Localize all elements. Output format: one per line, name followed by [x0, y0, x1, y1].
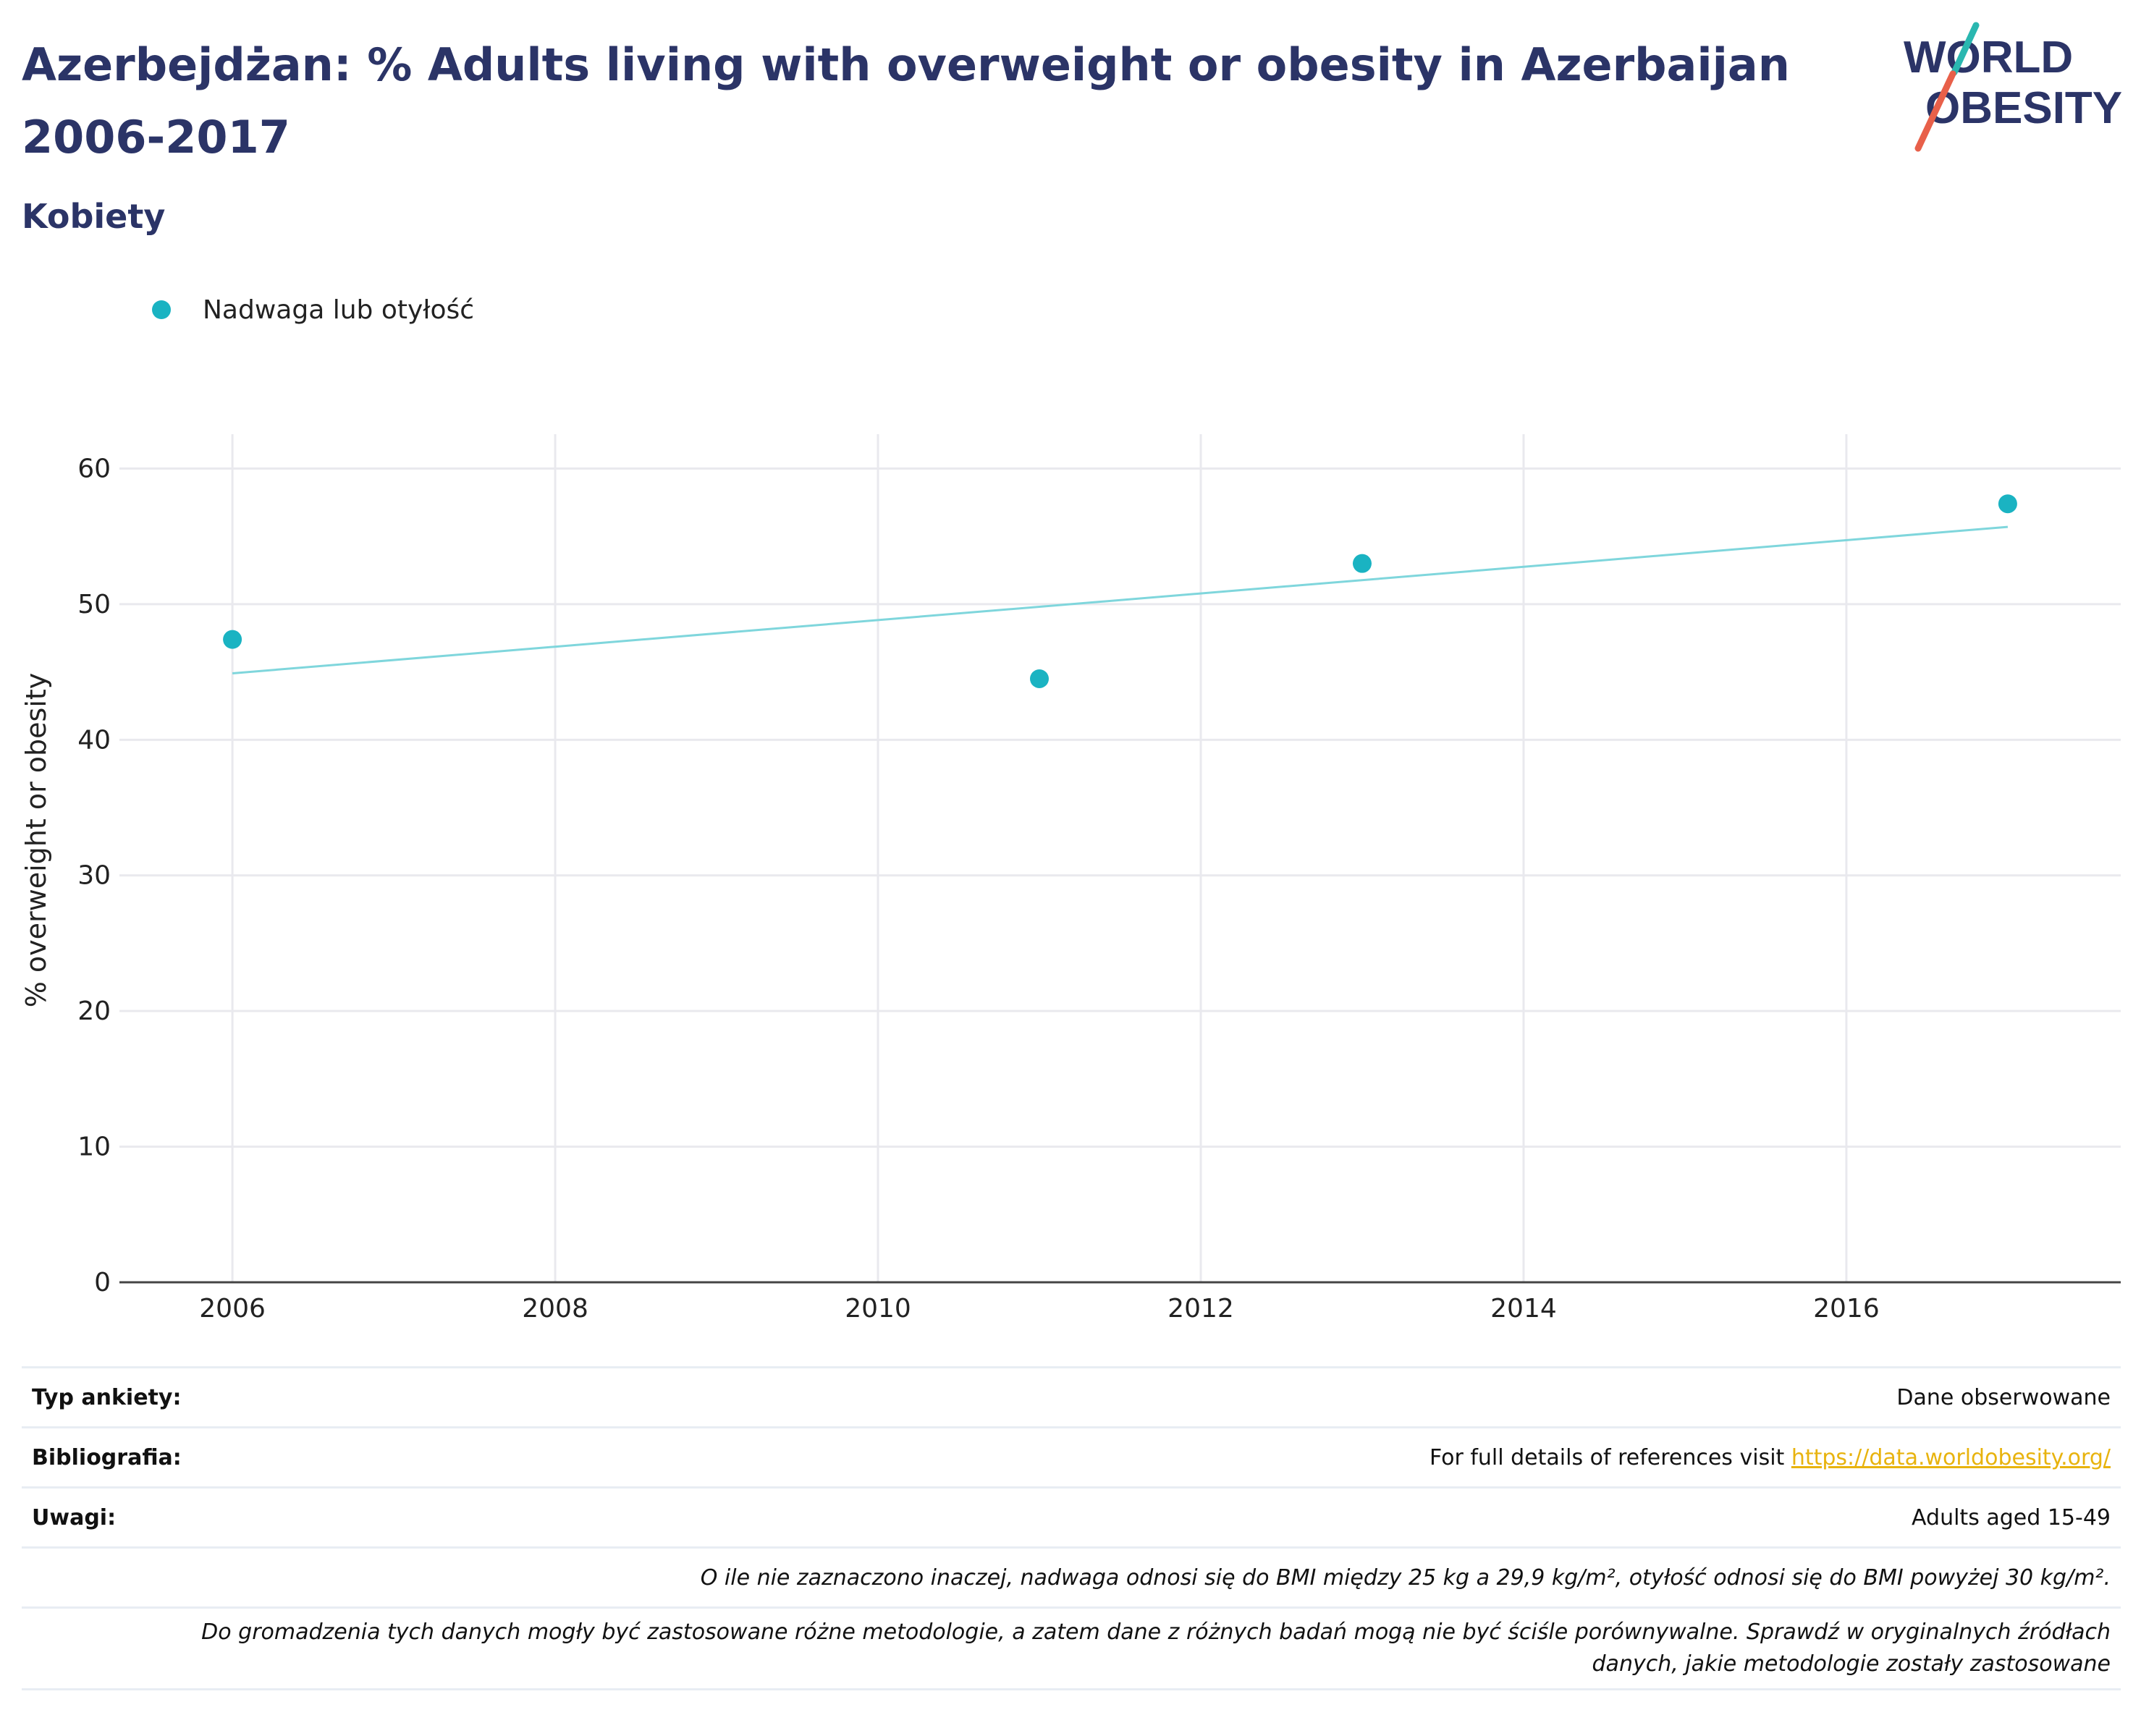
data-point: [1352, 554, 1372, 573]
axis-layer: 0 10 20 30 40 50 60 2006 2008 2010 2012 2014 2016: [77, 454, 2121, 1324]
logo-line1: WORLD: [1904, 33, 2073, 82]
y-tick-label: 40: [77, 725, 111, 755]
bibliography-row: Bibliografia: For full details of refere…: [22, 1426, 2121, 1486]
y-tick-label: 0: [94, 1268, 111, 1297]
chart-subtitle: Kobiety: [22, 197, 166, 236]
legend-marker: [152, 300, 171, 319]
survey-type-label: Typ ankiety:: [32, 1384, 182, 1410]
y-tick-label: 20: [77, 996, 111, 1026]
bibliography-link[interactable]: https://data.worldobesity.org/: [1791, 1444, 2111, 1470]
bmi-note: O ile nie zaznaczono inaczej, nadwaga od…: [700, 1564, 2111, 1591]
bibliography-label: Bibliografia:: [32, 1444, 182, 1470]
bibliography-value: For full details of references visit htt…: [1430, 1445, 2111, 1470]
chart-title: Azerbejdżan: % Adults living with overwe…: [22, 38, 1790, 164]
chart-footer: Typ ankiety: Dane obserwowane Bibliograf…: [22, 1366, 2121, 1690]
logo-slash-red: [1914, 70, 1956, 152]
x-tick-label: 2010: [845, 1294, 911, 1324]
data-point: [1030, 669, 1050, 688]
x-tick-label: 2014: [1490, 1294, 1557, 1324]
points-layer: [223, 494, 2017, 688]
chart-legend[interactable]: Nadwaga lub otyłość: [152, 288, 474, 331]
logo-line2: OBESITY: [1925, 83, 2122, 133]
data-point: [223, 630, 242, 649]
bibliography-text: For full details of references visit: [1429, 1444, 1791, 1470]
x-tick-label: 2006: [199, 1294, 266, 1324]
legend-label: Nadwaga lub otyłość: [203, 295, 475, 325]
world-obesity-logo: WORLD OBESITY: [1904, 22, 2122, 152]
notes-value: Adults aged 15-49: [1912, 1504, 2111, 1530]
notes-row: Uwagi: Adults aged 15-49: [22, 1486, 2121, 1546]
y-tick-label: 60: [77, 454, 111, 483]
methodology-note-line-2: danych, jakie metodologie zostały zastos…: [1592, 1651, 2111, 1677]
y-tick-label: 30: [77, 861, 111, 891]
trend-line: [232, 525, 2009, 674]
notes-label: Uwagi:: [32, 1504, 117, 1530]
y-axis-label: % overweight or obesity: [20, 672, 52, 1008]
x-tick-label: 2008: [522, 1294, 588, 1324]
logo-slash-teal: [1951, 22, 1980, 76]
bmi-note-row: O ile nie zaznaczono inaczej, nadwaga od…: [22, 1546, 2121, 1606]
methodology-note-line-1: Do gromadzenia tych danych mogły być zas…: [201, 1619, 2111, 1645]
grid-layer: [119, 434, 2121, 1282]
data-point: [1998, 494, 2017, 514]
x-tick-label: 2016: [1813, 1294, 1880, 1324]
scatter-chart: 0 10 20 30 40 50 60 2006 2008 2010 2012 2014 2016: [77, 434, 2121, 1324]
survey-type-value: Dane obserwowane: [1896, 1384, 2111, 1410]
survey-type-row: Typ ankiety: Dane obserwowane: [22, 1366, 2121, 1426]
trend-layer: [232, 525, 2009, 674]
x-tick-label: 2012: [1167, 1294, 1234, 1324]
y-tick-label: 50: [77, 590, 111, 619]
methodology-note-row: Do gromadzenia tych danych mogły być zas…: [22, 1606, 2121, 1690]
y-tick-label: 10: [77, 1132, 111, 1162]
